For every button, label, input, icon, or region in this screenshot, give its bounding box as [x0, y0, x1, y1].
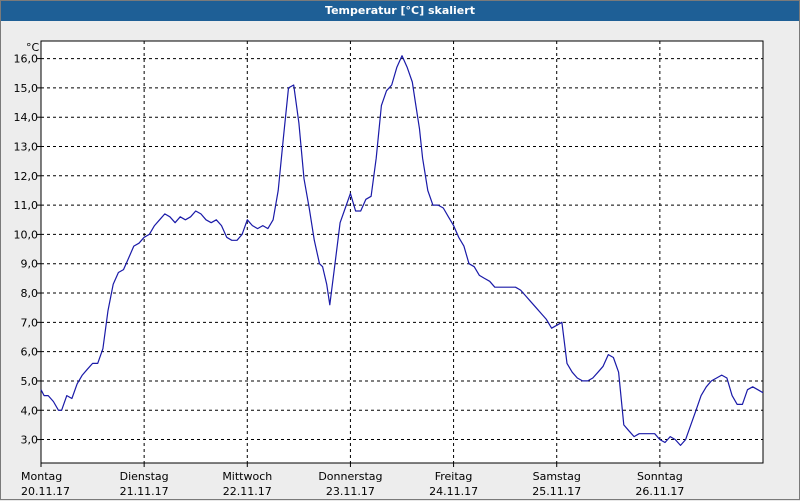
y-tick-label: 12,0	[14, 170, 39, 183]
y-tick-label: 6,0	[21, 346, 39, 359]
y-tick-label: 7,0	[21, 316, 39, 329]
x-tick-date-label: 24.11.17	[429, 485, 478, 498]
y-tick-label: 3,0	[21, 434, 39, 447]
x-tick-date-label: 26.11.17	[635, 485, 684, 498]
series-layer	[40, 55, 764, 446]
plot-area	[40, 40, 764, 464]
y-tick-label: 10,0	[14, 228, 39, 241]
x-tick-day-label: Freitag	[435, 470, 473, 483]
y-tick-label: 5,0	[21, 375, 39, 388]
y-tick-label: 8,0	[21, 287, 39, 300]
y-tick-label: 11,0	[14, 199, 39, 212]
y-tick-label: 9,0	[21, 258, 39, 271]
grid-layer	[41, 41, 763, 463]
axis-layer: 3,0 4,0 5,0 6,0 7,0 8,0 9,0 10,0 11,0 12,0 13,0 14,…	[14, 53, 685, 498]
x-tick-date-label: 21.11.17	[120, 485, 169, 498]
y-tick-label: 16,0	[14, 53, 39, 66]
y-tick-label: 4,0	[21, 404, 39, 417]
temperature-series-line	[40, 55, 764, 446]
x-tick-date-label: 23.11.17	[326, 485, 375, 498]
y-tick-label: 14,0	[14, 111, 39, 124]
x-tick-day-label: Montag	[21, 470, 62, 483]
x-tick-day-label: Donnerstag	[318, 470, 382, 483]
y-axis-unit-label: °C	[26, 41, 40, 54]
y-tick-label: 15,0	[14, 82, 39, 95]
x-tick-day-label: Mittwoch	[222, 470, 272, 483]
y-tick-label: 13,0	[14, 141, 39, 154]
x-tick-date-label: 25.11.17	[532, 485, 581, 498]
chart-title: Temperatur [°C] skaliert	[1, 1, 799, 21]
x-tick-day-label: Dienstag	[120, 470, 169, 483]
x-tick-date-label: 22.11.17	[223, 485, 272, 498]
x-tick-date-label: 20.11.17	[21, 485, 70, 498]
x-tick-day-label: Samstag	[533, 470, 581, 483]
x-tick-day-label: Sonntag	[637, 470, 683, 483]
